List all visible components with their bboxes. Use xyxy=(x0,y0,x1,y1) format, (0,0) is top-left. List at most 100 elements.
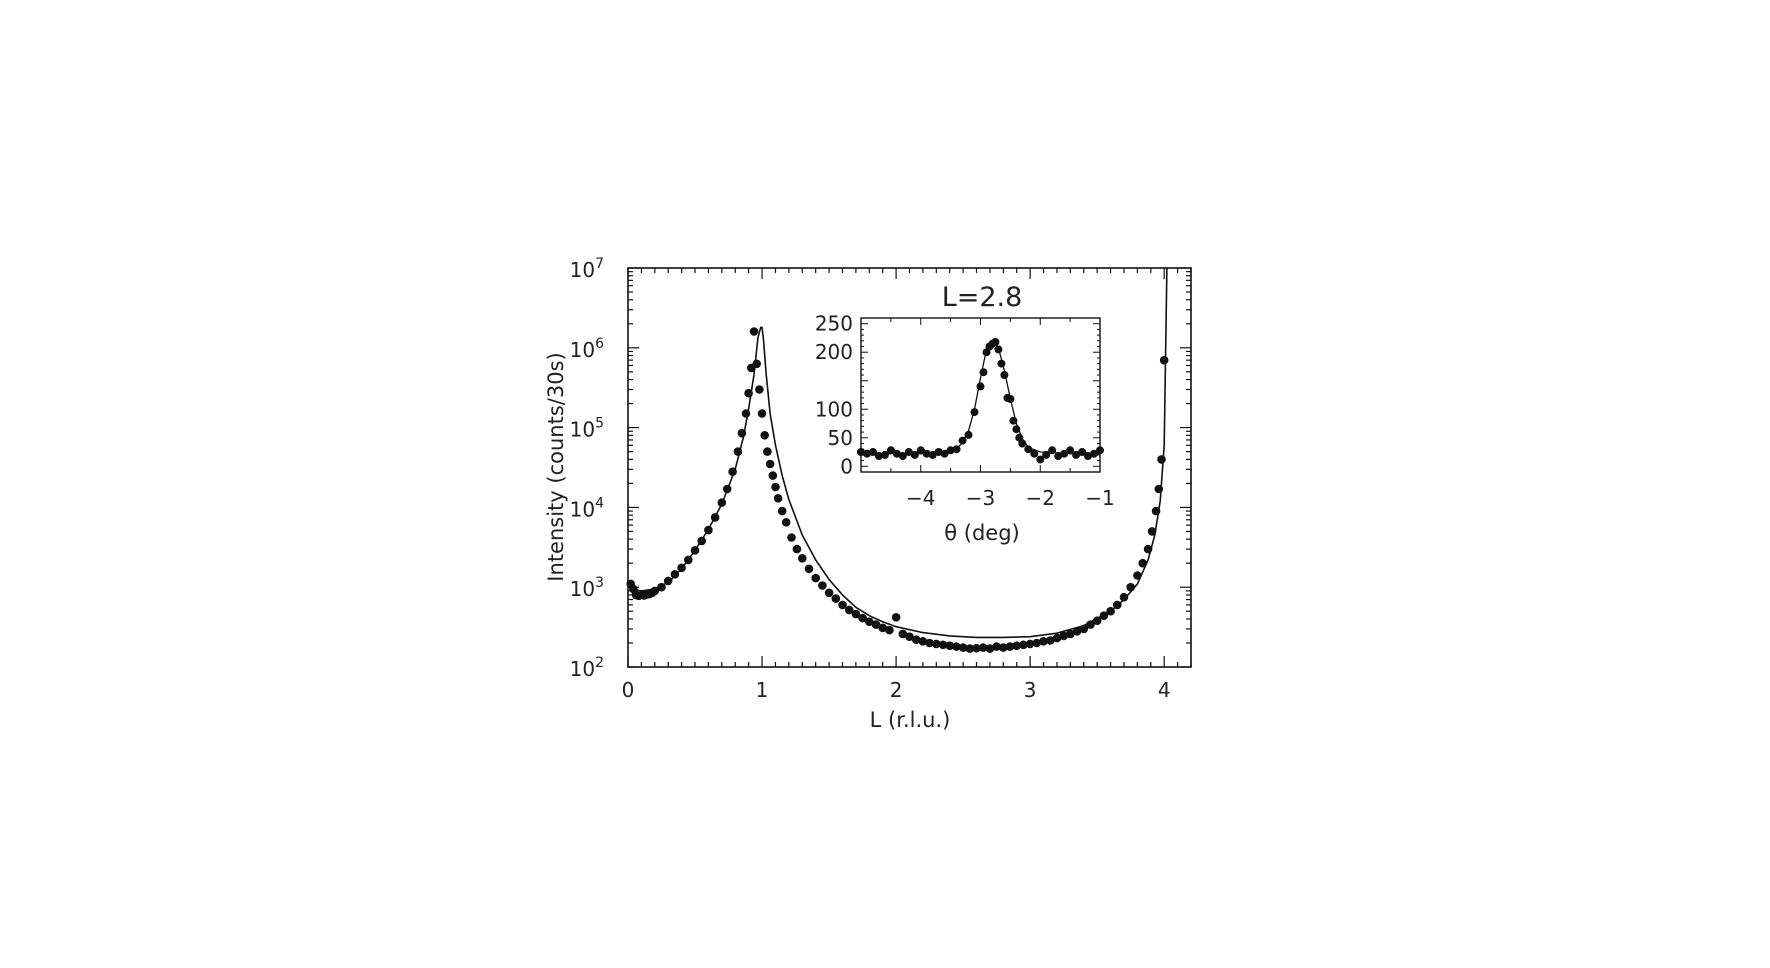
inset-data-point xyxy=(1024,445,1033,454)
inset-data-point xyxy=(970,408,979,417)
main-data-point xyxy=(1157,455,1166,464)
main-data-point xyxy=(851,609,861,619)
main-y-tick-label: 102 xyxy=(570,655,604,681)
inset-data-point xyxy=(1030,449,1039,458)
inset-data-point xyxy=(1018,439,1027,448)
main-y-axis-label: Intensity (counts/30s) xyxy=(544,352,568,581)
main-data-point xyxy=(1106,606,1115,616)
inset-y-tick-label: 50 xyxy=(828,426,853,450)
main-data-point xyxy=(831,594,841,603)
main-data-point xyxy=(749,327,759,336)
main-data-point xyxy=(1059,631,1068,641)
main-data-point xyxy=(1086,620,1095,629)
inset-data-point xyxy=(1006,395,1015,403)
main-x-tick-labels: 0 1 2 3 4 xyxy=(622,678,1171,702)
main-data-point xyxy=(1072,627,1082,636)
main-data-point xyxy=(911,635,921,644)
main-data-point xyxy=(677,563,686,573)
main-data-point xyxy=(1159,355,1169,365)
inset-axis-ticks xyxy=(860,318,1101,472)
inset-data-point xyxy=(1066,446,1075,455)
main-x-tick-label: 2 xyxy=(890,678,903,702)
inset-data-point xyxy=(1084,452,1092,460)
main-x-tick-label: 4 xyxy=(1158,678,1171,702)
main-data-point xyxy=(792,544,802,554)
main-data-point xyxy=(972,643,981,653)
inset-data-point xyxy=(898,452,907,460)
main-data-point xyxy=(1138,558,1147,568)
main-data-point xyxy=(844,605,854,615)
inset-x-tick-label: −3 xyxy=(966,486,995,510)
main-data-point xyxy=(1046,636,1055,645)
main-data-point xyxy=(760,431,769,440)
inset-data-point xyxy=(1090,449,1098,458)
main-y-tick-label: 103 xyxy=(570,575,604,601)
inset-y-tick-label: 100 xyxy=(815,397,853,421)
main-data-point xyxy=(757,409,767,418)
main-data-point xyxy=(771,482,780,492)
main-data-point xyxy=(811,573,820,583)
main-data-point xyxy=(992,642,1001,651)
main-data-point xyxy=(885,625,894,635)
main-data-point xyxy=(891,613,901,622)
main-data-point xyxy=(781,518,791,527)
inset-y-tick-labels: 0 50 100 200 250 xyxy=(815,312,853,479)
main-data-point xyxy=(765,459,775,469)
inset-data-point xyxy=(874,452,883,460)
main-data-point xyxy=(824,588,834,598)
inset-x-axis-label: θ (deg) xyxy=(944,521,1020,545)
inset-data-point xyxy=(1078,448,1087,456)
main-data-points xyxy=(626,327,1169,653)
inset-data-point xyxy=(922,449,931,458)
main-data-point xyxy=(1126,582,1135,592)
main-data-point xyxy=(690,546,700,555)
main-data-point xyxy=(958,643,968,652)
main-data-point xyxy=(717,498,727,507)
main-axis-ticks xyxy=(627,267,1192,668)
main-y-tick-labels: 102 103 104 105 106 107 xyxy=(570,256,604,681)
main-data-point xyxy=(945,641,954,650)
inset-x-tick-label: −2 xyxy=(1026,486,1055,510)
inset-data-point xyxy=(994,345,1003,354)
main-data-point xyxy=(777,506,787,516)
main-data-point xyxy=(818,581,827,590)
main-data-point xyxy=(1019,640,1028,650)
inset-data-point xyxy=(958,436,967,445)
inset-data-point xyxy=(979,368,988,377)
inset-data-point xyxy=(910,450,919,459)
inset-plot-frame xyxy=(860,317,1101,473)
main-data-point xyxy=(865,617,874,626)
main-x-tick-label: 0 xyxy=(622,678,635,702)
inset-data-point xyxy=(1096,446,1104,455)
main-data-point xyxy=(804,564,814,574)
inset-data-point xyxy=(1009,416,1018,425)
main-data-point xyxy=(744,388,753,398)
inset-data-point xyxy=(880,450,889,459)
main-data-point xyxy=(733,447,743,456)
main-data-point xyxy=(952,642,961,651)
inset-data-point xyxy=(946,446,955,455)
inset-data-point xyxy=(976,382,985,391)
inset-data-point xyxy=(1072,450,1081,459)
main-data-point xyxy=(663,576,673,586)
main-data-point xyxy=(918,637,928,646)
inset-title: L=2.8 xyxy=(942,282,1023,313)
main-data-point xyxy=(670,570,680,579)
inset-data-point xyxy=(1000,371,1009,379)
inset-chart: −4 −3 −2 −1 0 50 100 200 250 L=2.8 θ (deg) xyxy=(815,282,1115,545)
main-y-tick-label: 107 xyxy=(570,256,604,282)
main-data-point xyxy=(763,447,772,456)
inset-data-points xyxy=(857,338,1104,464)
main-data-point xyxy=(999,643,1008,652)
main-data-point xyxy=(704,525,713,535)
main-data-point xyxy=(1147,527,1157,536)
main-data-point xyxy=(1052,633,1062,643)
main-data-point xyxy=(752,359,761,369)
inset-data-point xyxy=(904,448,913,456)
main-data-point xyxy=(1025,639,1035,649)
main-x-tick-label: 1 xyxy=(756,678,769,702)
main-data-point xyxy=(838,600,847,610)
main-data-point xyxy=(965,644,975,653)
main-data-point xyxy=(1092,616,1102,625)
